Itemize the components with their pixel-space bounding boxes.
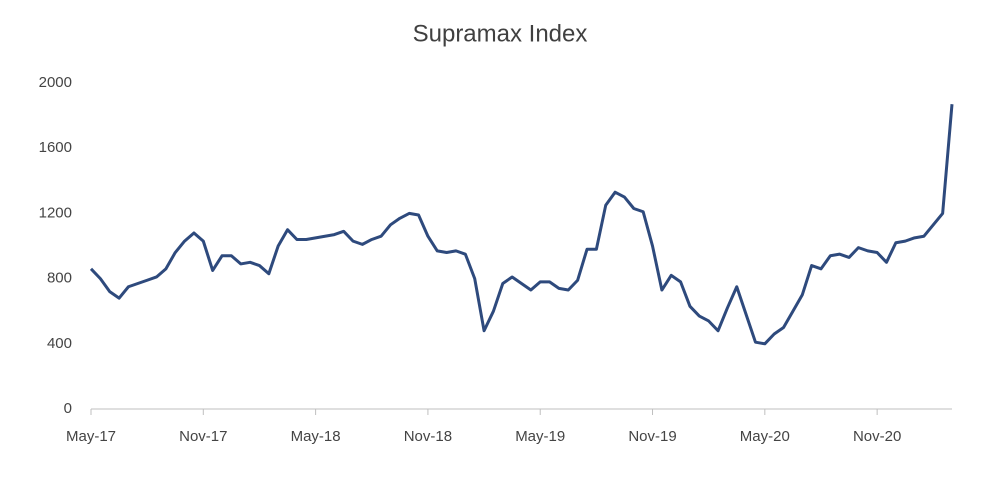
y-tick-label: 400 bbox=[47, 335, 72, 352]
x-tick-label: May-18 bbox=[291, 428, 341, 445]
y-tick-label: 1600 bbox=[39, 139, 72, 156]
line-series bbox=[89, 104, 954, 346]
y-tick-label: 2000 bbox=[39, 74, 72, 91]
x-tick-label: Nov-19 bbox=[628, 428, 676, 445]
x-tick-label: Nov-18 bbox=[404, 428, 452, 445]
x-tick-label: May-19 bbox=[515, 428, 565, 445]
x-tick-label: May-17 bbox=[66, 428, 116, 445]
y-tick-label: 800 bbox=[47, 270, 72, 287]
x-tick-label: Nov-20 bbox=[853, 428, 901, 445]
x-tick-label: Nov-17 bbox=[179, 428, 227, 445]
y-tick-label: 0 bbox=[64, 400, 72, 417]
x-tick-label: May-20 bbox=[740, 428, 790, 445]
y-tick-label: 1200 bbox=[39, 204, 72, 221]
chart-title: Supramax Index bbox=[413, 20, 588, 47]
